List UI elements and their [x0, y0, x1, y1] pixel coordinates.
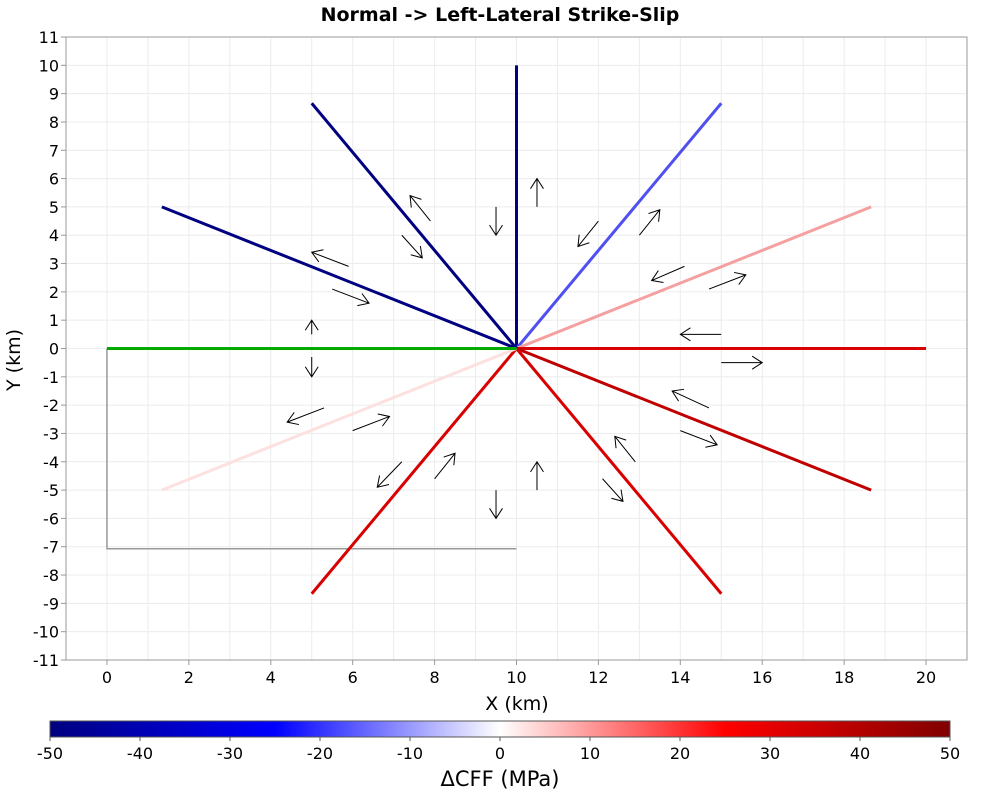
- slip-arrow: [721, 355, 764, 370]
- receiver-fault-line: [515, 102, 723, 350]
- slip-arrow: [530, 177, 544, 207]
- x-tick-label: 20: [916, 668, 936, 687]
- slip-arrow: [434, 452, 456, 480]
- colorbar-tick-label: 20: [670, 744, 690, 763]
- receiver-fault-line: [515, 205, 872, 350]
- y-tick-label: -7: [43, 538, 59, 557]
- y-tick-label: 2: [49, 283, 59, 302]
- colorbar-tick-label: -40: [127, 744, 153, 763]
- y-tick-label: 8: [49, 113, 59, 132]
- slip-arrow: [638, 209, 661, 236]
- y-tick-label: -1: [43, 368, 59, 387]
- y-tick-label: -8: [43, 566, 59, 585]
- y-tick-label: 1: [49, 311, 59, 330]
- x-tick-label: 0: [102, 668, 112, 687]
- plot-area: 0 2 4 6 8 10 12 14 16 18 2011109876543210-1-2-3-4-…: [33, 28, 968, 687]
- colorbar-tick-label: 10: [580, 744, 600, 763]
- receiver-fault-line: [161, 205, 518, 350]
- slip-arrow: [409, 194, 431, 222]
- colorbar-tick-label: 0: [495, 744, 505, 763]
- slip-arrow: [650, 265, 685, 283]
- y-tick-label: -10: [33, 623, 59, 642]
- y-axis-label: Y (km): [3, 329, 25, 392]
- slip-arrow: [530, 460, 544, 491]
- colorbar-label: ΔCFF (MPa): [441, 767, 560, 791]
- y-tick-label: 5: [49, 198, 59, 217]
- y-tick-label: -4: [43, 453, 59, 472]
- x-tick-label: 4: [266, 668, 276, 687]
- y-tick-label: 10: [39, 56, 59, 75]
- y-tick-label: 0: [49, 340, 59, 359]
- slip-arrow: [489, 206, 503, 237]
- slip-arrow: [310, 249, 349, 267]
- y-tick-label: 7: [49, 141, 59, 160]
- y-tick-label: 3: [49, 255, 59, 274]
- x-tick-label: 6: [348, 668, 358, 687]
- colorbar-tick-label: 30: [760, 744, 780, 763]
- slip-arrow: [401, 234, 423, 259]
- y-tick-label: 6: [49, 170, 59, 189]
- colorbar-tick-label: -30: [217, 744, 243, 763]
- colorbar-tick-label: 40: [850, 744, 870, 763]
- colorbar-tick-label: 50: [940, 744, 960, 763]
- slip-arrow: [304, 319, 319, 335]
- y-tick-label: -6: [43, 509, 59, 528]
- y-tick-label: 4: [49, 226, 59, 245]
- slip-arrow: [332, 288, 370, 307]
- slip-arrow: [577, 220, 599, 248]
- slip-arrow: [671, 388, 710, 409]
- y-tick-label: -9: [43, 594, 59, 613]
- fault-outline: [106, 348, 517, 550]
- chart-title: Normal -> Left-Lateral Strike-Slip: [321, 4, 680, 26]
- x-tick-label: 14: [670, 668, 690, 687]
- slip-arrow: [679, 327, 722, 342]
- y-tick-label: -11: [33, 651, 59, 670]
- x-tick-label: 12: [588, 668, 608, 687]
- x-tick-label: 8: [429, 668, 439, 687]
- x-tick-label: 16: [752, 668, 772, 687]
- colorbar-tick-label: -20: [307, 744, 333, 763]
- receiver-fault-line: [310, 347, 518, 595]
- x-tick-label: 18: [834, 668, 854, 687]
- slip-arrow: [286, 407, 325, 426]
- slip-arrow: [376, 461, 403, 488]
- colorbar: -50 -40 -30 -20 -10 0 10 20 30 40 50: [37, 720, 960, 763]
- x-tick-label: 10: [506, 668, 526, 687]
- colorbar-tick-label: -50: [37, 744, 63, 763]
- y-tick-label: -2: [43, 396, 59, 415]
- x-tick-label: 2: [184, 668, 194, 687]
- receiver-fault-line: [515, 347, 872, 492]
- y-tick-label: 9: [49, 85, 59, 104]
- receiver-fault-line: [310, 102, 518, 350]
- y-tick-label: -5: [43, 481, 59, 500]
- y-tick-label: -3: [43, 424, 59, 443]
- slip-arrow: [680, 430, 719, 448]
- slip-arrow: [489, 490, 503, 520]
- colorbar-rect: [49, 720, 951, 738]
- slip-arrow: [304, 356, 319, 378]
- slip-arrow: [602, 478, 624, 503]
- slip-arrow: [352, 413, 391, 432]
- receiver-fault-line: [515, 347, 723, 595]
- slip-arrow: [708, 271, 747, 290]
- slip-arrow: [614, 435, 636, 463]
- y-tick-label: 11: [39, 28, 59, 47]
- colorbar-tick-label: -10: [397, 744, 423, 763]
- x-axis-label: X (km): [485, 693, 548, 715]
- receiver-fault-line: [161, 347, 518, 492]
